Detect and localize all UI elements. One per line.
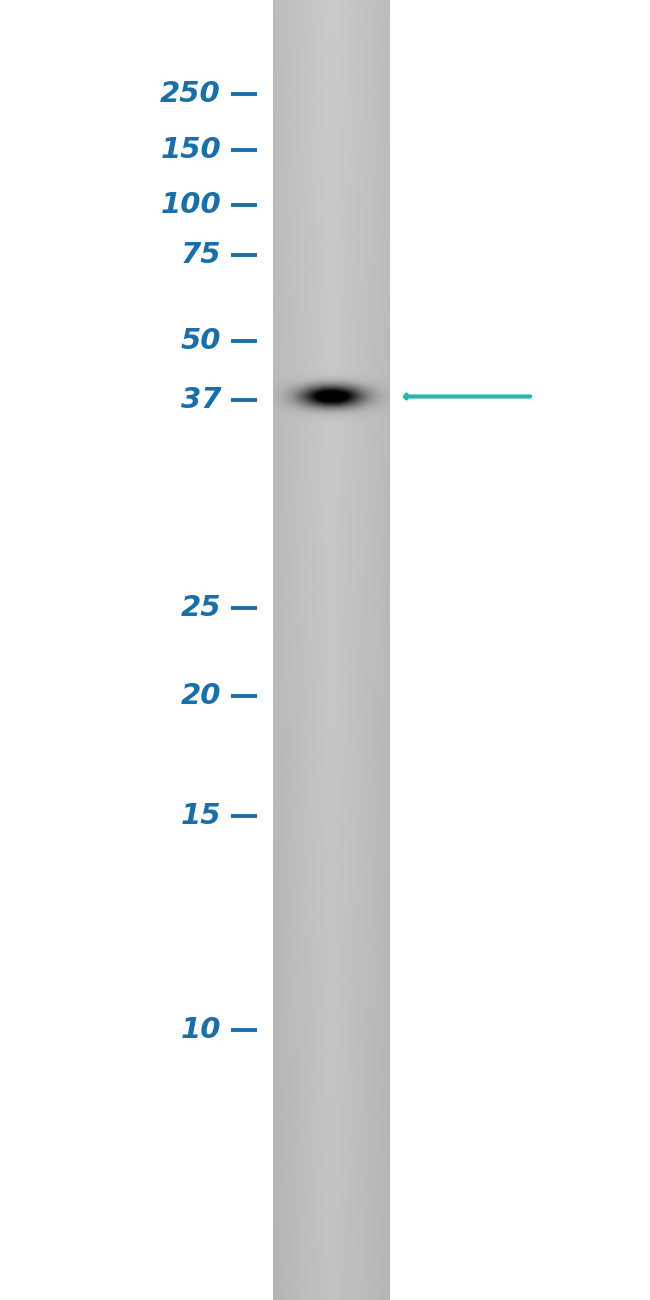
Text: 250: 250 bbox=[161, 79, 221, 108]
Text: 20: 20 bbox=[181, 681, 221, 710]
Text: 75: 75 bbox=[181, 240, 221, 269]
Text: 15: 15 bbox=[181, 802, 221, 831]
Text: 150: 150 bbox=[161, 135, 221, 164]
Text: 37: 37 bbox=[181, 386, 221, 415]
Text: 10: 10 bbox=[181, 1015, 221, 1044]
Text: 25: 25 bbox=[181, 594, 221, 623]
Text: 100: 100 bbox=[161, 191, 221, 220]
Text: 50: 50 bbox=[181, 326, 221, 355]
